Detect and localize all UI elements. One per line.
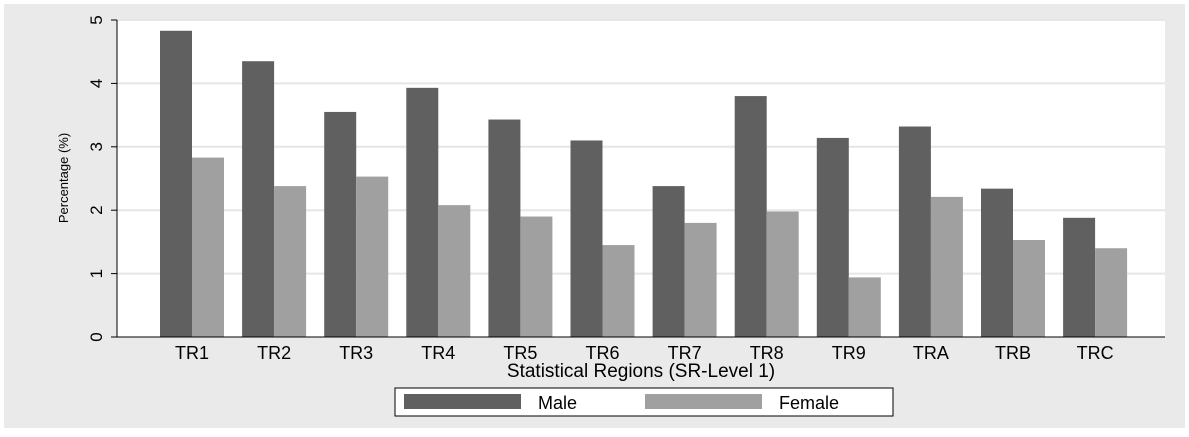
x-ticks: TR1 TR2 TR3 TR4 TR5 TR6 TR7 TR8 TR9 TRA TRB TRC (175, 343, 1114, 363)
bar-female-tr8 (766, 211, 799, 337)
bar-male-tr9 (816, 137, 849, 337)
x-axis-title: Statistical Regions (SR-Level 1) (507, 361, 775, 382)
legend-box (394, 387, 894, 417)
x-tick-label: TRB (995, 343, 1031, 363)
bar-female-tr5 (520, 216, 553, 337)
bar-female-tra (930, 196, 963, 337)
x-tick-label: TR3 (339, 343, 373, 363)
x-tick-label: TR7 (668, 343, 702, 363)
bar-female-tr2 (274, 186, 307, 337)
x-tick-label: TRA (913, 343, 949, 363)
bar-male-tr8 (734, 96, 767, 337)
legend-swatch-female (645, 394, 762, 409)
bar-male-tr6 (570, 140, 603, 337)
y-tick-label: 0 (87, 332, 106, 341)
bar-female-tr1 (192, 157, 224, 337)
legend: Male Female (394, 387, 894, 417)
x-tick-label: TR8 (750, 343, 784, 363)
bar-male-tr3 (324, 111, 357, 338)
y-axis-title: Percentage (%) (56, 133, 71, 223)
bar-male-tr2 (242, 61, 275, 338)
y-tick-label: 4 (87, 79, 106, 88)
bar-male-tr7 (652, 186, 685, 337)
bar-female-trb (1013, 239, 1045, 337)
bar-female-tr6 (602, 245, 635, 337)
y-tick-label: 1 (87, 269, 106, 278)
x-tick-label: TR9 (832, 343, 866, 363)
bar-male-trc (1063, 217, 1096, 337)
bar-male-tra (898, 126, 931, 338)
bars (160, 30, 1128, 338)
legend-label-female: Female (779, 393, 839, 413)
x-tick-label: TR5 (503, 343, 537, 363)
x-tick-label: TR6 (585, 343, 619, 363)
bar-female-tr9 (848, 277, 881, 337)
x-tick-label: TR4 (421, 343, 455, 363)
bar-female-tr4 (438, 205, 471, 337)
y-ticks: 0 1 2 3 4 5 (87, 15, 117, 342)
y-tick-label: 3 (87, 142, 106, 151)
x-tick-label: TR2 (257, 343, 291, 363)
legend-label-male: Male (538, 393, 577, 413)
bar-male-tr5 (488, 119, 521, 338)
legend-swatch-male (404, 394, 521, 409)
x-tick-label: TR1 (175, 343, 209, 363)
bar-female-trc (1095, 248, 1128, 337)
bar-female-tr7 (684, 222, 717, 337)
x-tick-label: TRC (1077, 343, 1114, 363)
y-tick-label: 5 (87, 15, 106, 24)
bar-male-tr1 (160, 30, 192, 337)
bar-female-tr3 (356, 176, 389, 337)
bar-male-trb (981, 188, 1013, 337)
y-tick-label: 2 (87, 205, 106, 214)
bar-male-tr4 (406, 87, 439, 337)
